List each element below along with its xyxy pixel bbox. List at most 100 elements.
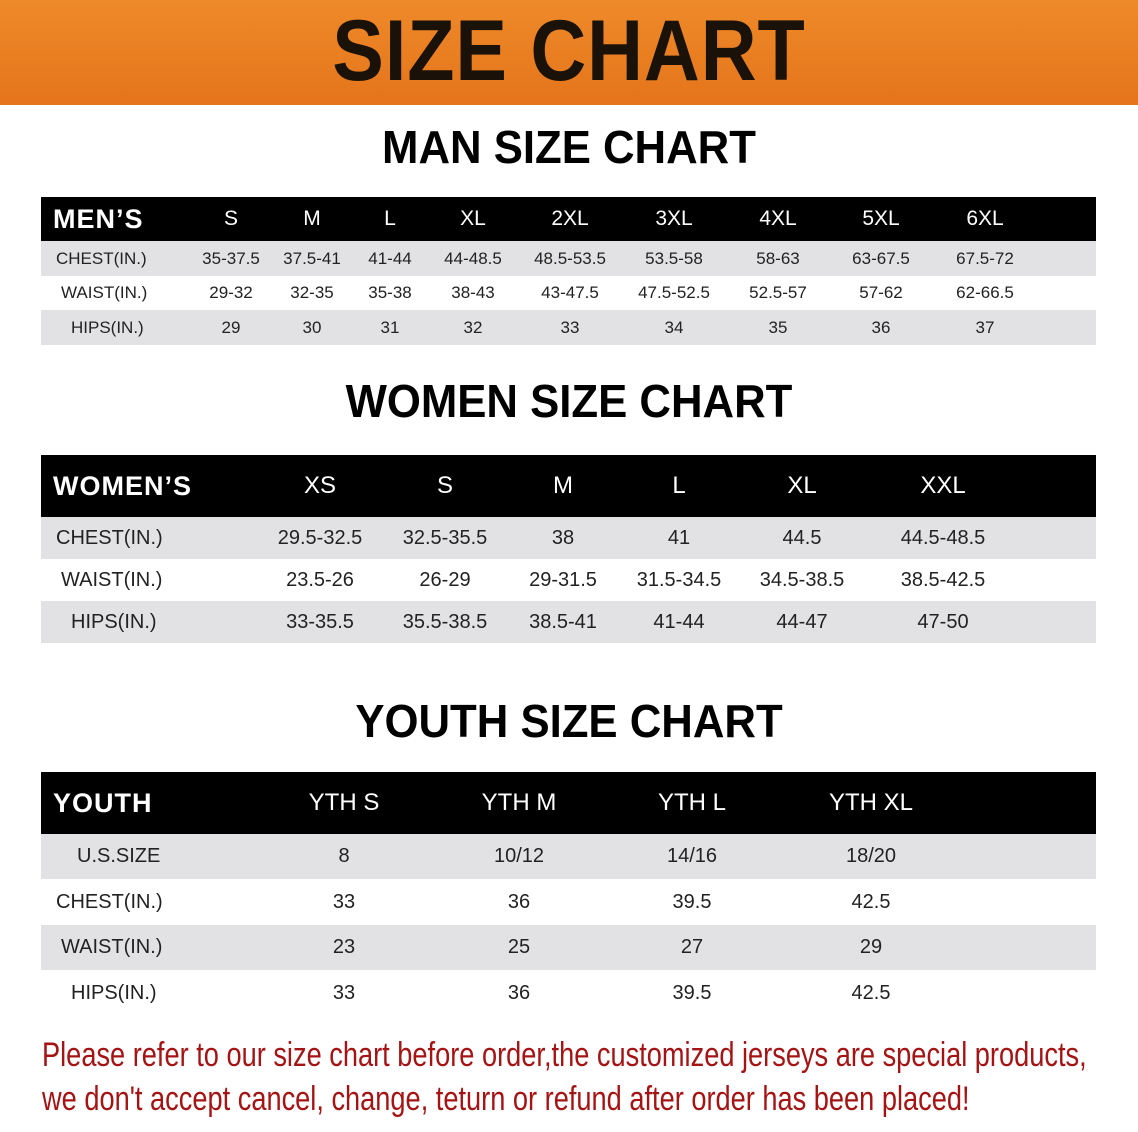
women-size-table: WOMEN’S XS S M L XL XXL CHEST(IN.) 29.5-32.5 32.5… bbox=[41, 455, 1096, 643]
size-header-cell: 2XL bbox=[551, 207, 589, 230]
women-header-row: WOMEN’S XS S M L XL XXL bbox=[41, 455, 1096, 517]
table-cell: 23 bbox=[332, 936, 356, 958]
youth-header-label: YOUTH bbox=[53, 787, 153, 818]
row-label: U.S.SIZE bbox=[77, 845, 161, 867]
table-cell: 36 bbox=[871, 317, 891, 337]
table-cell: 44.5 bbox=[782, 526, 822, 549]
size-header-cell: L bbox=[384, 207, 396, 230]
row-label: CHEST(IN.) bbox=[56, 248, 147, 268]
table-cell: 34 bbox=[664, 317, 684, 337]
men-size-table: MEN’S S M L XL 2XL 3XL 4XL 5XL 6XL CHEST(IN.) 35-37… bbox=[41, 197, 1096, 345]
table-cell: 33-35.5 bbox=[286, 610, 354, 633]
table-row: HIPS(IN.) 33-35.5 35.5-38.5 38.5-41 41-44 44-… bbox=[41, 601, 1096, 643]
table-cell: 53.5-58 bbox=[645, 248, 703, 268]
table-row: U.S.SIZE 8 10/12 14/16 18/20 bbox=[41, 834, 1096, 879]
table-row: WAIST(IN.) 23.5-26 26-29 29-31.5 31.5-34.5 34… bbox=[41, 559, 1096, 601]
table-cell: 39.5 bbox=[672, 890, 712, 913]
table-cell: 57-62 bbox=[859, 283, 903, 302]
banner-title: SIZE CHART bbox=[332, 3, 806, 99]
size-header-cell: YTH M bbox=[481, 789, 557, 816]
row-label: WAIST(IN.) bbox=[61, 936, 163, 958]
table-cell: 41-44 bbox=[653, 610, 705, 633]
table-cell: 29.5-32.5 bbox=[277, 526, 363, 549]
table-row: CHEST(IN.) 29.5-32.5 32.5-35.5 38 41 44.5 44.5… bbox=[41, 517, 1096, 559]
table-cell: 37 bbox=[975, 317, 995, 337]
size-header-cell: YTH XL bbox=[828, 789, 914, 816]
table-cell: 8 bbox=[338, 845, 350, 867]
men-header-row: MEN’S S M L XL 2XL 3XL 4XL 5XL 6XL bbox=[41, 197, 1096, 241]
table-cell: 62-66.5 bbox=[956, 283, 1014, 302]
table-cell: 67.5-72 bbox=[956, 248, 1014, 268]
table-cell: 27 bbox=[680, 936, 704, 958]
table-cell: 29-32 bbox=[209, 283, 253, 302]
table-cell: 35-38 bbox=[368, 283, 412, 302]
table-cell: 30 bbox=[302, 317, 322, 337]
table-cell: 63-67.5 bbox=[852, 248, 910, 268]
table-row: CHEST(IN.) 33 36 39.5 42.5 bbox=[41, 879, 1096, 925]
table-cell: 23.5-26 bbox=[286, 568, 354, 591]
table-cell: 35-37.5 bbox=[202, 248, 260, 268]
table-row: HIPS(IN.) 33 36 39.5 42.5 bbox=[41, 970, 1096, 1016]
table-cell: 31 bbox=[380, 317, 400, 337]
table-cell: 39.5 bbox=[672, 981, 712, 1004]
table-cell: 26-29 bbox=[419, 568, 471, 591]
women-header-label: WOMEN’S bbox=[53, 470, 192, 501]
table-row: HIPS(IN.) 29 30 31 32 33 34 35 36 37 bbox=[41, 310, 1096, 345]
table-cell: 32-35 bbox=[290, 283, 334, 302]
table-cell: 52.5-57 bbox=[749, 283, 807, 302]
table-cell: 33 bbox=[560, 317, 580, 337]
size-header-cell: XL bbox=[787, 472, 817, 499]
table-cell: 33 bbox=[332, 981, 356, 1004]
table-cell: 44-48.5 bbox=[444, 248, 502, 268]
table-cell: 41 bbox=[667, 526, 691, 549]
size-header-cell: YTH S bbox=[308, 789, 380, 816]
table-cell: 38 bbox=[551, 526, 575, 549]
table-cell: 34.5-38.5 bbox=[759, 568, 845, 591]
table-cell: 35 bbox=[768, 317, 788, 337]
size-header-cell: S bbox=[436, 472, 454, 499]
table-cell: 42.5 bbox=[851, 890, 891, 913]
table-cell: 48.5-53.5 bbox=[534, 248, 606, 268]
size-header-cell: XS bbox=[303, 472, 337, 499]
table-row: WAIST(IN.) 23 25 27 29 bbox=[41, 925, 1096, 970]
table-cell: 44-47 bbox=[776, 610, 828, 633]
size-header-cell: YTH L bbox=[657, 789, 727, 816]
size-chart-banner: SIZE CHART bbox=[0, 0, 1138, 105]
table-cell: 32 bbox=[463, 317, 483, 337]
table-cell: 29-31.5 bbox=[529, 568, 597, 591]
table-cell: 33 bbox=[332, 890, 356, 913]
size-header-cell: XXL bbox=[920, 472, 966, 499]
size-header-cell: 6XL bbox=[966, 207, 1004, 230]
row-label: WAIST(IN.) bbox=[61, 568, 163, 591]
row-label: CHEST(IN.) bbox=[56, 526, 163, 549]
table-cell: 38.5-42.5 bbox=[900, 568, 986, 591]
table-cell: 29 bbox=[221, 317, 241, 337]
men-section-title: MAN SIZE CHART bbox=[382, 121, 756, 173]
size-header-cell: M bbox=[553, 472, 573, 499]
table-cell: 37.5-41 bbox=[283, 248, 341, 268]
table-cell: 35.5-38.5 bbox=[402, 610, 488, 633]
table-cell: 43-47.5 bbox=[541, 283, 599, 302]
table-cell: 44.5-48.5 bbox=[900, 526, 986, 549]
men-header-label: MEN’S bbox=[53, 203, 144, 234]
size-header-cell: 3XL bbox=[655, 207, 693, 230]
row-label: HIPS(IN.) bbox=[71, 981, 157, 1004]
size-header-cell: S bbox=[223, 207, 239, 230]
youth-header-row: YOUTH YTH S YTH M YTH L YTH XL bbox=[41, 772, 1096, 834]
table-cell: 38-43 bbox=[451, 283, 495, 302]
size-header-cell: XL bbox=[460, 207, 486, 230]
table-row: CHEST(IN.) 35-37.5 37.5-41 41-44 44-48.5 48.5… bbox=[41, 241, 1096, 276]
table-cell: 36 bbox=[507, 890, 531, 913]
size-header-cell: M bbox=[303, 207, 321, 230]
row-label: WAIST(IN.) bbox=[61, 283, 148, 302]
table-cell: 58-63 bbox=[756, 248, 800, 268]
table-cell: 14/16 bbox=[666, 845, 718, 867]
table-cell: 18/20 bbox=[845, 845, 897, 867]
size-header-cell: 4XL bbox=[759, 207, 797, 230]
table-cell: 29 bbox=[859, 936, 883, 958]
size-header-cell: 5XL bbox=[862, 207, 900, 230]
table-cell: 47-50 bbox=[917, 610, 969, 633]
row-label: HIPS(IN.) bbox=[71, 317, 144, 337]
table-row: WAIST(IN.) 29-32 32-35 35-38 38-43 43-47.5 47.… bbox=[41, 276, 1096, 310]
table-cell: 42.5 bbox=[851, 981, 891, 1004]
